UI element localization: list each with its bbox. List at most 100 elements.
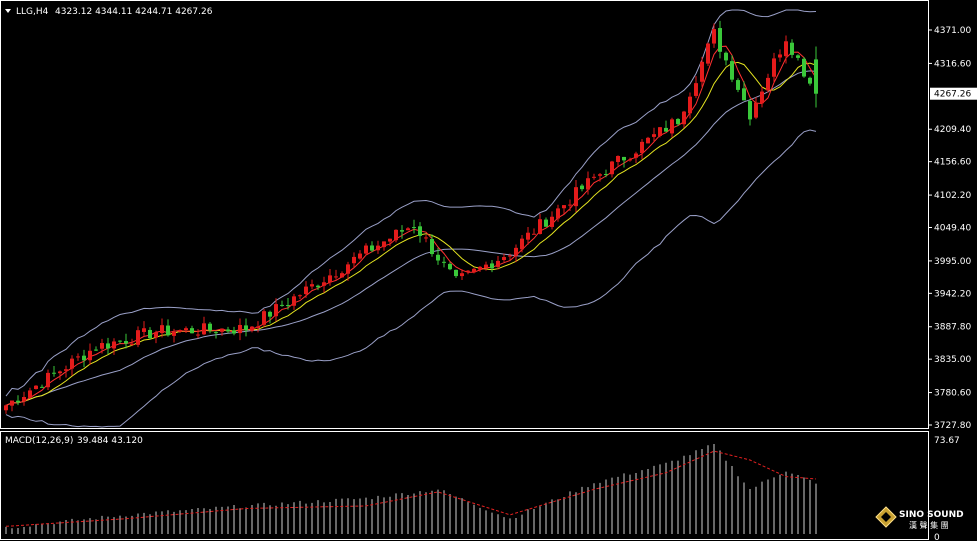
candle xyxy=(592,173,596,180)
candle xyxy=(118,340,122,344)
candle xyxy=(346,261,350,281)
candle-body xyxy=(70,358,74,369)
dropdown-triangle-icon[interactable] xyxy=(5,9,11,13)
candle xyxy=(712,23,716,48)
macd-values: 39.484 43.120 xyxy=(77,436,143,446)
candle xyxy=(178,329,182,333)
candle-body xyxy=(292,296,296,306)
candle xyxy=(604,169,608,178)
candle xyxy=(334,269,338,280)
candle xyxy=(364,243,368,256)
candle xyxy=(214,331,218,339)
candle-body xyxy=(616,155,620,162)
candle-body xyxy=(298,295,302,297)
macd-label: MACD(12,26,9) xyxy=(5,436,73,446)
candle xyxy=(802,56,806,78)
candle-body xyxy=(550,216,554,227)
candle xyxy=(472,267,476,274)
candle xyxy=(664,120,668,132)
candle xyxy=(490,260,494,273)
candle-body xyxy=(340,273,344,278)
candle-body xyxy=(520,238,524,250)
candle-body xyxy=(424,237,428,239)
candle-body xyxy=(604,173,608,175)
candle xyxy=(382,241,386,251)
candle xyxy=(358,250,362,260)
macd-signal-path xyxy=(5,450,817,527)
candle-body xyxy=(574,187,578,207)
candle xyxy=(280,300,284,307)
candle-body xyxy=(352,256,356,264)
candle xyxy=(646,136,650,144)
candle-body xyxy=(370,245,374,251)
candle-body xyxy=(322,282,326,286)
candle-body xyxy=(160,325,164,334)
macd-panel-frame xyxy=(0,431,929,540)
candle-body xyxy=(508,255,512,257)
candle xyxy=(370,241,374,253)
candle xyxy=(730,55,734,83)
candle-body xyxy=(454,269,458,277)
candle xyxy=(496,255,500,270)
candle-body xyxy=(148,329,152,339)
candle-body xyxy=(802,58,806,77)
candle xyxy=(442,256,446,268)
candle-body xyxy=(742,88,746,101)
logo-text-en: SINO SOUND xyxy=(899,510,964,520)
candle-body xyxy=(328,275,332,283)
candle xyxy=(76,353,80,361)
candle xyxy=(424,235,428,243)
candle-body xyxy=(580,185,584,190)
candle xyxy=(508,253,512,261)
candle-body xyxy=(472,268,476,273)
candle-body xyxy=(442,261,446,263)
candle-body xyxy=(760,91,764,104)
candle xyxy=(154,330,158,344)
candle-body xyxy=(544,219,548,227)
candle xyxy=(388,238,392,247)
candle-body xyxy=(316,285,320,288)
candle xyxy=(682,110,686,128)
candle-body xyxy=(130,343,134,345)
candle xyxy=(172,328,176,343)
candle xyxy=(100,338,104,354)
candle xyxy=(112,338,116,355)
candle xyxy=(784,35,788,64)
price-axis: 4371.00 4316.60 4267.26 4209.40 4156.60 4102.… xyxy=(928,26,977,431)
candle-body xyxy=(808,77,812,84)
candle xyxy=(34,385,38,390)
candle-body xyxy=(694,83,698,96)
candle-body xyxy=(358,253,362,259)
candle xyxy=(550,211,554,230)
candle xyxy=(250,326,254,333)
price-tick-label: 4209.40 xyxy=(934,125,971,135)
candle-body xyxy=(244,325,248,331)
candle-body xyxy=(64,369,68,371)
candle xyxy=(574,180,578,213)
candle-body xyxy=(448,263,452,270)
price-tick-label: 3727.80 xyxy=(934,421,971,431)
candle-body xyxy=(430,239,434,255)
candle xyxy=(88,343,92,365)
bollinger-lower-line xyxy=(5,129,817,428)
candle-body xyxy=(718,28,722,52)
candle xyxy=(808,76,812,86)
candle xyxy=(688,92,692,119)
candle-body xyxy=(154,332,158,338)
candle-body xyxy=(490,263,494,269)
macd-axis: 73.67 0 xyxy=(934,436,960,541)
candle xyxy=(742,81,746,101)
candle xyxy=(142,321,146,336)
candle xyxy=(610,160,614,178)
candle xyxy=(40,384,44,388)
candle-body xyxy=(628,159,632,161)
candle xyxy=(220,328,224,336)
candle xyxy=(226,326,230,334)
candle xyxy=(748,98,752,126)
candle-body xyxy=(790,42,794,55)
candle-body xyxy=(46,372,50,388)
candle-body xyxy=(310,284,314,287)
candle xyxy=(586,171,590,195)
candle xyxy=(244,318,248,337)
